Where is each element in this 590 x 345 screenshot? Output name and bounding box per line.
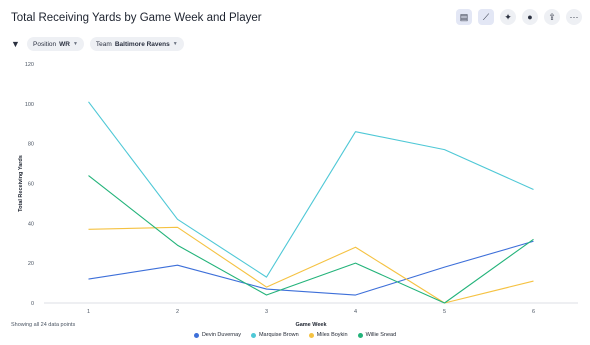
toolbar: ▤ ⟋ ✦ ● ⇪ ··· <box>456 9 582 25</box>
y-tick-label: 80 <box>28 142 34 148</box>
legend-swatch <box>308 332 314 338</box>
series-line-devin-duvernay <box>88 240 534 296</box>
legend-swatch <box>250 332 256 338</box>
x-tick-label: 3 <box>265 309 268 315</box>
filter-value: Baltimore Ravens <box>114 40 170 48</box>
series-line-miles-boykin <box>88 226 534 304</box>
filter-value: WR <box>59 40 70 48</box>
filter-chip-team[interactable]: Team Baltimore Ravens ▼ <box>89 37 184 51</box>
filter-chip-position[interactable]: Position WR ▼ <box>27 37 84 51</box>
legend-item[interactable]: Miles Boykin <box>308 332 348 338</box>
y-axis-title: Total Receiving Yards <box>18 155 24 212</box>
x-tick-label: 5 <box>443 309 446 315</box>
data-point-count: Showing all 24 data points <box>11 322 76 328</box>
chart-legend: Devin Duvernay Marquise Brown Miles Boykin… <box>0 332 590 338</box>
chevron-down-icon: ▼ <box>72 41 78 47</box>
legend-label: Devin Duvernay <box>201 332 241 338</box>
legend-label: Miles Boykin <box>316 332 348 338</box>
share-icon[interactable]: ⇪ <box>544 9 560 25</box>
legend-item[interactable]: Marquise Brown <box>250 332 299 338</box>
more-icon[interactable]: ··· <box>566 9 582 25</box>
legend-swatch <box>193 332 199 338</box>
line-chart-icon[interactable]: ⟋ <box>478 9 494 25</box>
x-tick-label: 4 <box>354 309 357 315</box>
chevron-down-icon: ▼ <box>172 41 178 47</box>
y-tick-label: 20 <box>28 261 34 267</box>
filter-key: Team <box>95 40 112 48</box>
y-tick-label: 0 <box>31 301 34 307</box>
y-tick-label: 40 <box>28 221 34 227</box>
x-tick-label: 6 <box>532 309 535 315</box>
legend-item[interactable]: Devin Duvernay <box>193 332 241 338</box>
pin-icon[interactable]: ✦ <box>500 9 516 25</box>
y-tick-label: 60 <box>28 182 34 188</box>
series-line-willie-snead <box>88 175 534 304</box>
x-axis-title: Game Week <box>295 322 327 328</box>
x-tick-label: 2 <box>176 309 179 315</box>
y-tick-label: 120 <box>25 62 34 68</box>
legend-label: Willie Snead <box>365 332 397 338</box>
filter-icon[interactable]: ▼ <box>11 39 20 49</box>
series-line-marquise-brown <box>88 101 534 278</box>
legend-swatch <box>357 332 363 338</box>
lightbulb-icon[interactable]: ● <box>522 9 538 25</box>
y-tick-label: 100 <box>25 102 34 108</box>
filter-bar: ▼ Position WR ▼ Team Baltimore Ravens ▼ <box>11 37 184 51</box>
table-view-icon[interactable]: ▤ <box>456 9 472 25</box>
filter-key: Position <box>33 40 57 48</box>
legend-item[interactable]: Willie Snead <box>357 332 397 338</box>
x-tick-label: 1 <box>87 309 90 315</box>
legend-label: Marquise Brown <box>258 332 299 338</box>
chart-title: Total Receiving Yards by Game Week and P… <box>11 12 262 24</box>
